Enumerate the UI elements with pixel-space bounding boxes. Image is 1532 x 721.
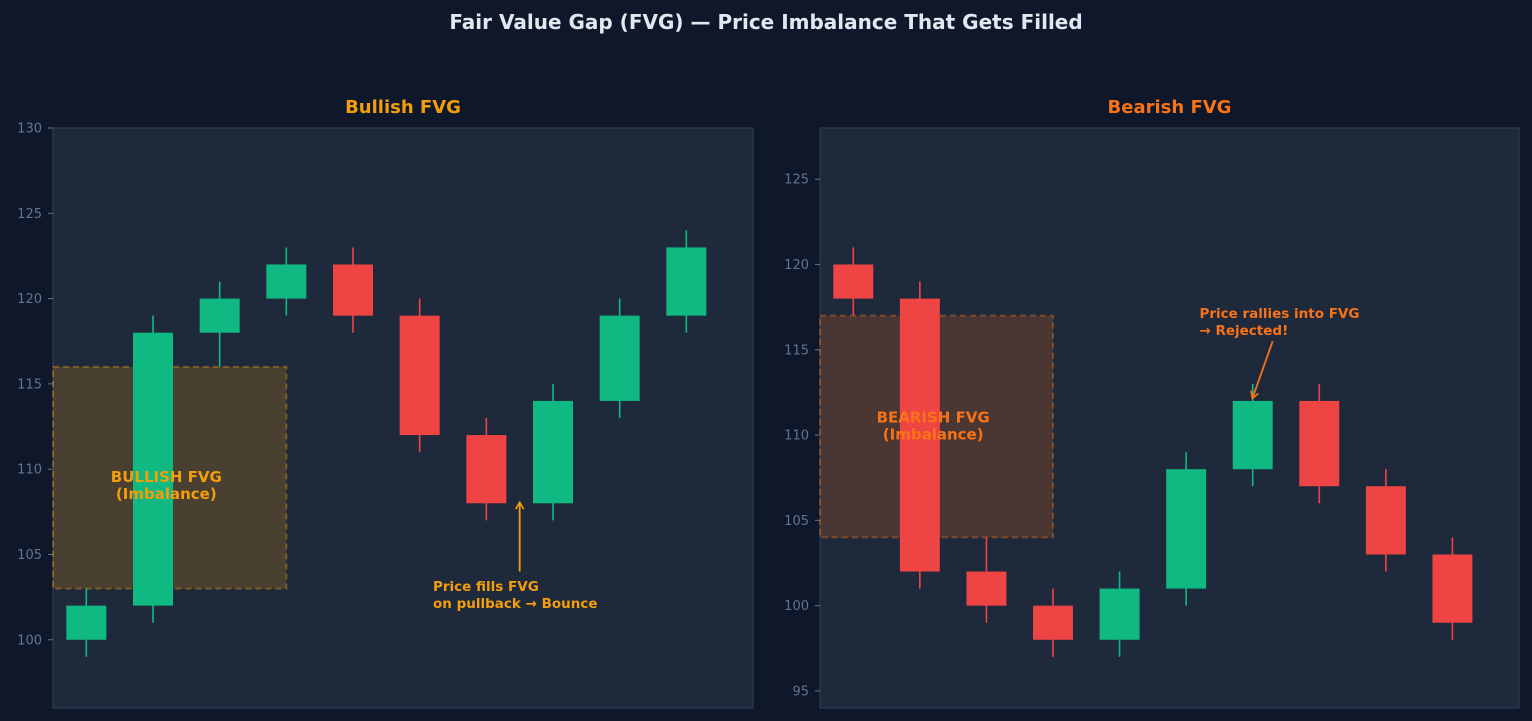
- annotation-text: → Rejected!: [1199, 323, 1288, 339]
- bearish-candle: [899, 298, 940, 572]
- bearish-candle: [399, 315, 440, 436]
- bullish-candle: [133, 332, 173, 606]
- figure-title: Fair Value Gap (FVG) — Price Imbalance T…: [449, 10, 1082, 34]
- y-tick-label: 120: [17, 292, 42, 307]
- y-tick-label: 105: [784, 514, 809, 529]
- bullish-candle: [66, 605, 107, 640]
- bullish-candle: [666, 247, 707, 316]
- y-tick-label: 95: [792, 684, 809, 699]
- bullish-candle: [1232, 400, 1273, 470]
- y-tick-label: 105: [17, 548, 42, 563]
- annotation-text: Price rallies into FVG: [1199, 306, 1359, 322]
- bullish-fvg-panel: Bullish FVG 100 105 110 115 120 125 130 BULLISH …: [17, 97, 754, 709]
- bullish-panel-title: Bullish FVG: [345, 97, 461, 118]
- bearish-candle: [833, 264, 874, 299]
- bearish-panel-title: Bearish FVG: [1108, 97, 1232, 118]
- y-tick-label: 120: [784, 258, 809, 273]
- bullish-candle: [1166, 469, 1207, 589]
- bearish-candle: [1033, 605, 1073, 640]
- annotation-text: on pullback → Bounce: [433, 596, 598, 612]
- bullish-fvg-label: BULLISH FVG: [111, 468, 222, 486]
- bullish-candle: [599, 315, 640, 401]
- y-tick-label: 125: [17, 207, 42, 222]
- bearish-candle: [466, 435, 507, 504]
- bullish-candle: [533, 400, 573, 504]
- bearish-candle: [333, 264, 373, 316]
- bullish-candle: [266, 264, 307, 299]
- bullish-candle: [199, 298, 240, 333]
- y-tick-label: 115: [784, 343, 809, 358]
- y-tick-label: 110: [17, 463, 42, 478]
- bearish-candle: [1299, 400, 1340, 487]
- annotation-arrow: [1253, 340, 1274, 397]
- bearish-candle: [1365, 486, 1406, 555]
- y-tick-label: 115: [17, 377, 42, 392]
- bullish-fvg-label: (Imbalance): [116, 485, 217, 503]
- y-tick-label: 100: [17, 633, 42, 648]
- y-tick-label: 100: [784, 599, 809, 614]
- bearish-candle: [1432, 554, 1473, 623]
- bearish-fvg-panel: Bearish FVG 95 100 105 110 115 120 125 BEARISH F…: [784, 97, 1520, 709]
- y-tick-label: 130: [17, 122, 42, 137]
- bearish-fvg-label: BEARISH FVG: [877, 409, 990, 427]
- y-tick-label: 110: [784, 429, 809, 444]
- bearish-candle: [966, 571, 1007, 606]
- bullish-candle: [1099, 588, 1140, 640]
- annotation-text: Price fills FVG: [433, 579, 539, 595]
- bearish-fvg-label: (Imbalance): [883, 426, 984, 444]
- y-tick-label: 125: [784, 173, 809, 188]
